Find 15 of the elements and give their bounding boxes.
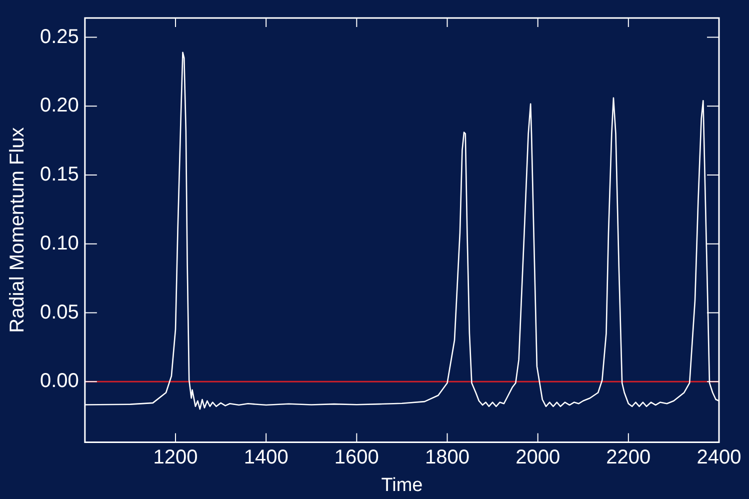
y-tick-label: 0.20 bbox=[40, 94, 79, 117]
x-tick-label: 2000 bbox=[516, 446, 560, 469]
x-tick-label: 1800 bbox=[425, 446, 470, 469]
x-tick-label: 2200 bbox=[606, 446, 651, 469]
y-tick-label: 0.10 bbox=[40, 232, 79, 254]
x-axis-title: Time bbox=[381, 474, 423, 496]
x-tick-label: 2400 bbox=[696, 446, 742, 469]
y-axis-title: Radial Momentum Flux bbox=[6, 127, 29, 333]
y-tick-label: 0.25 bbox=[40, 26, 79, 48]
y-tick-label: 0.15 bbox=[40, 164, 79, 186]
x-tick-label: 1200 bbox=[153, 446, 198, 469]
x-tick-label: 1600 bbox=[334, 446, 379, 469]
y-tick-label: 0.05 bbox=[40, 301, 79, 324]
y-tick-label: 0.00 bbox=[40, 370, 79, 392]
x-tick-label: 1400 bbox=[244, 446, 288, 469]
